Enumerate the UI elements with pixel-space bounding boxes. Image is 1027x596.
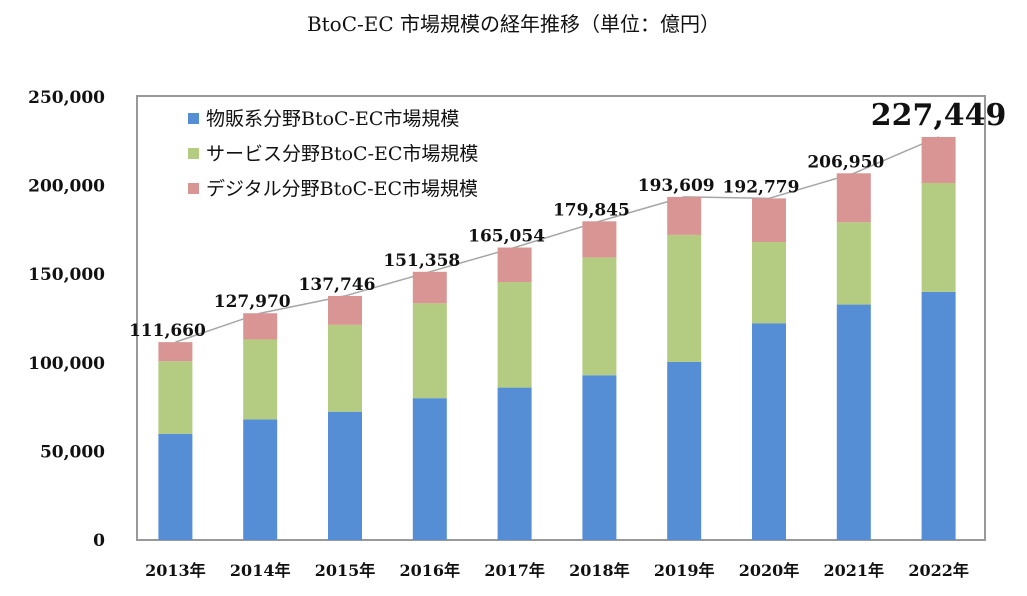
chart-title: BtoC-EC 市場規模の経年推移（単位：億円） [306, 12, 721, 36]
bar-segment-digital [921, 136, 956, 183]
bar-segment-services [328, 324, 362, 412]
x-tick-label: 2016年 [400, 561, 461, 580]
x-tick-label: 2015年 [315, 561, 376, 580]
x-tick-label: 2013年 [145, 561, 206, 580]
bar-segment-digital [328, 295, 362, 325]
bar-segment-digital [752, 198, 786, 243]
bar-segment-goods [243, 419, 278, 540]
bar-segment-services [243, 339, 278, 420]
y-tick-label: 250,000 [28, 88, 105, 108]
plot-area-frame [136, 95, 986, 541]
total-data-label: 165,054 [468, 227, 545, 247]
y-tick-label: 50,000 [40, 442, 105, 462]
bar-segment-goods [328, 411, 362, 540]
legend-swatch [188, 183, 199, 194]
bar-segment-digital [582, 221, 617, 258]
bar-segment-services [158, 361, 193, 434]
bar-segment-services [752, 242, 786, 324]
x-tick-label: 2021年 [824, 561, 885, 580]
x-tick-label: 2018年 [569, 561, 630, 580]
bar-segment-digital [497, 247, 532, 283]
bar-segment-services [836, 222, 871, 305]
legend-label: デジタル分野BtoC-EC市場規模 [206, 178, 478, 200]
bar-segment-goods [836, 304, 871, 540]
x-tick-label: 2022年 [908, 561, 969, 580]
bar-segment-digital [412, 271, 447, 304]
bar-segment-services [412, 303, 447, 399]
total-data-label: 206,950 [807, 152, 884, 172]
x-tick-label: 2019年 [654, 561, 715, 580]
total-data-label: 127,970 [214, 292, 291, 312]
bar-segment-services [921, 182, 956, 292]
legend-label: サービス分野BtoC-EC市場規模 [206, 143, 478, 165]
y-tick-label: 0 [93, 531, 105, 551]
bar-segment-services [582, 257, 617, 376]
bar-segment-goods [497, 387, 532, 540]
y-tick-label: 150,000 [28, 265, 105, 285]
bar-segment-goods [752, 323, 786, 540]
total-data-label: 111,660 [129, 321, 206, 341]
total-data-label: 227,449 [871, 98, 1007, 133]
y-tick-label: 200,000 [28, 177, 105, 197]
x-tick-label: 2017年 [484, 561, 545, 580]
total-data-label: 192,779 [723, 177, 800, 197]
x-tick-label: 2020年 [739, 561, 800, 580]
legend-label: 物販系分野BtoC-EC市場規模 [206, 108, 459, 130]
bar-segment-digital [836, 173, 871, 223]
bar-segment-goods [412, 398, 447, 540]
bar-segment-services [667, 234, 702, 362]
y-tick-label: 100,000 [28, 354, 105, 374]
bar-segment-goods [921, 291, 956, 540]
bar-segment-digital [667, 196, 702, 235]
bar-segment-goods [582, 375, 617, 540]
bar-segment-goods [158, 433, 193, 540]
total-data-label: 137,746 [299, 275, 376, 295]
bar-segment-services [497, 282, 532, 388]
bar-segment-digital [243, 313, 278, 340]
bar-segment-goods [667, 361, 702, 540]
total-data-label: 193,609 [638, 176, 715, 196]
bar-segment-digital [158, 342, 193, 362]
total-trend-line [175, 136, 939, 343]
x-tick-label: 2014年 [230, 561, 291, 580]
legend-swatch [188, 113, 199, 124]
total-data-label: 179,845 [553, 200, 630, 220]
legend-swatch [188, 148, 199, 159]
total-data-label: 151,358 [383, 251, 460, 271]
